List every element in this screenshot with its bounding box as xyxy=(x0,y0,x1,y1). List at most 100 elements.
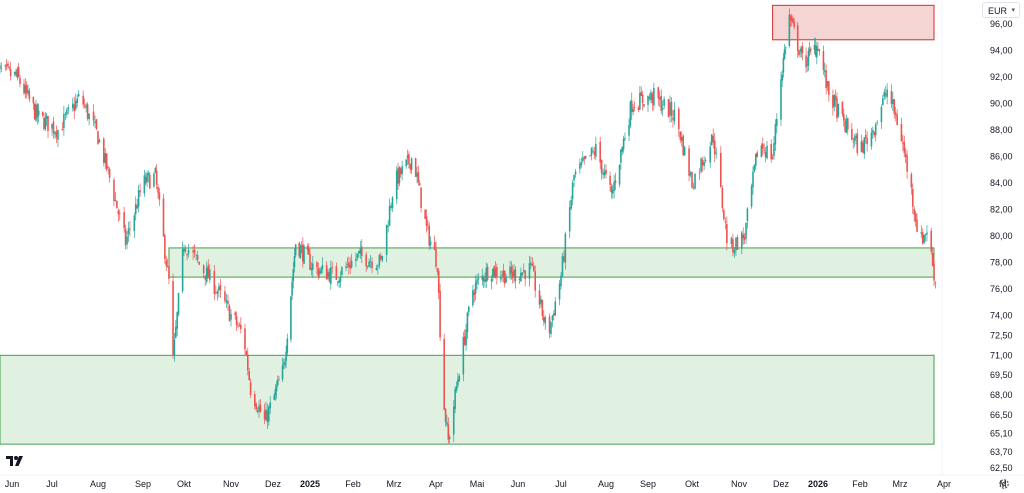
candle xyxy=(269,395,271,414)
candle xyxy=(673,101,676,125)
candle-body xyxy=(306,245,309,251)
candle xyxy=(618,164,621,188)
candle xyxy=(873,131,876,138)
candle-body xyxy=(116,200,118,209)
candle-body xyxy=(184,249,187,252)
candle xyxy=(473,288,476,303)
candle xyxy=(524,270,526,287)
candle-body xyxy=(16,69,19,78)
y-tick-label: 68,00 xyxy=(990,390,1013,400)
candle xyxy=(558,280,561,306)
candle-body xyxy=(561,255,564,277)
candle xyxy=(531,257,534,267)
candle xyxy=(380,252,382,262)
candle xyxy=(805,47,807,73)
candle xyxy=(330,260,332,290)
candle-body xyxy=(408,154,410,164)
candle-body xyxy=(651,93,654,104)
candle xyxy=(387,220,389,233)
candle-body xyxy=(458,375,461,382)
candle-body xyxy=(437,271,440,293)
x-tick-label: 2026 xyxy=(808,479,828,489)
candle xyxy=(292,261,295,289)
x-tick-label: Feb xyxy=(852,479,868,489)
candle-body xyxy=(814,45,817,56)
candle-body xyxy=(310,268,313,271)
candle xyxy=(54,130,56,140)
candle xyxy=(416,166,418,184)
y-tick-label: 63,70 xyxy=(990,447,1013,457)
tradingview-logo-icon[interactable] xyxy=(6,455,28,467)
candle xyxy=(213,264,216,300)
candle-body xyxy=(28,90,31,100)
y-tick-label: 82,00 xyxy=(990,204,1013,214)
candle xyxy=(560,272,562,290)
x-tick-label: Feb xyxy=(345,479,361,489)
candle xyxy=(238,322,241,328)
candle-body xyxy=(136,205,138,209)
currency-dropdown[interactable]: EUR ▾ xyxy=(982,2,1020,18)
candle xyxy=(771,153,774,160)
candle-body xyxy=(691,172,693,188)
candle-body xyxy=(64,113,67,115)
candle xyxy=(328,268,331,283)
candle-body xyxy=(573,175,575,181)
candle xyxy=(311,255,314,278)
support-zone-2[interactable] xyxy=(0,354,935,445)
candle-body xyxy=(682,135,684,156)
candle-body xyxy=(276,379,279,386)
candle xyxy=(32,96,35,110)
candle xyxy=(528,255,531,287)
candle-body xyxy=(713,140,716,155)
candle-body xyxy=(822,51,825,70)
candle xyxy=(862,140,864,153)
candle xyxy=(743,233,746,245)
candle-body xyxy=(709,146,711,163)
candle xyxy=(813,37,816,55)
candle xyxy=(227,294,229,311)
x-tick-label: Apr xyxy=(429,479,443,489)
gear-icon[interactable] xyxy=(998,478,1010,490)
candle xyxy=(477,273,480,286)
x-tick-label: Okt xyxy=(685,479,700,489)
support-zone-1[interactable] xyxy=(168,247,935,278)
candle xyxy=(653,82,655,110)
candle-body xyxy=(285,351,287,362)
candle-body xyxy=(632,108,634,113)
candle xyxy=(98,138,101,144)
candle-body xyxy=(204,275,207,280)
candle-body xyxy=(481,275,484,280)
candle-body xyxy=(620,149,622,163)
candle xyxy=(561,252,564,278)
candle xyxy=(240,317,242,334)
resistance-zone-0[interactable] xyxy=(772,4,935,41)
candle-body xyxy=(235,315,238,326)
candle xyxy=(173,332,176,362)
candle xyxy=(837,103,840,118)
candle-body xyxy=(921,232,924,244)
candle-body xyxy=(129,228,131,230)
candle xyxy=(388,198,391,227)
candle-body xyxy=(168,266,170,279)
candle xyxy=(157,183,159,199)
candle xyxy=(610,183,613,199)
candle-body xyxy=(316,262,318,268)
candle-body xyxy=(764,152,767,158)
candle-body xyxy=(52,121,55,134)
candle xyxy=(704,157,707,164)
candle xyxy=(924,233,927,242)
candle xyxy=(275,380,278,400)
candle-body xyxy=(452,406,455,435)
candle xyxy=(783,44,786,60)
candle-body xyxy=(570,199,572,209)
x-tick-label: Jun xyxy=(511,479,526,489)
candle-body xyxy=(663,98,665,106)
candle-body xyxy=(851,128,853,140)
candle-body xyxy=(265,409,267,421)
candle-body xyxy=(205,267,208,282)
candle xyxy=(278,375,280,381)
candle xyxy=(893,98,896,119)
candle xyxy=(208,264,211,284)
candle xyxy=(215,285,217,296)
candle-body xyxy=(94,121,96,124)
